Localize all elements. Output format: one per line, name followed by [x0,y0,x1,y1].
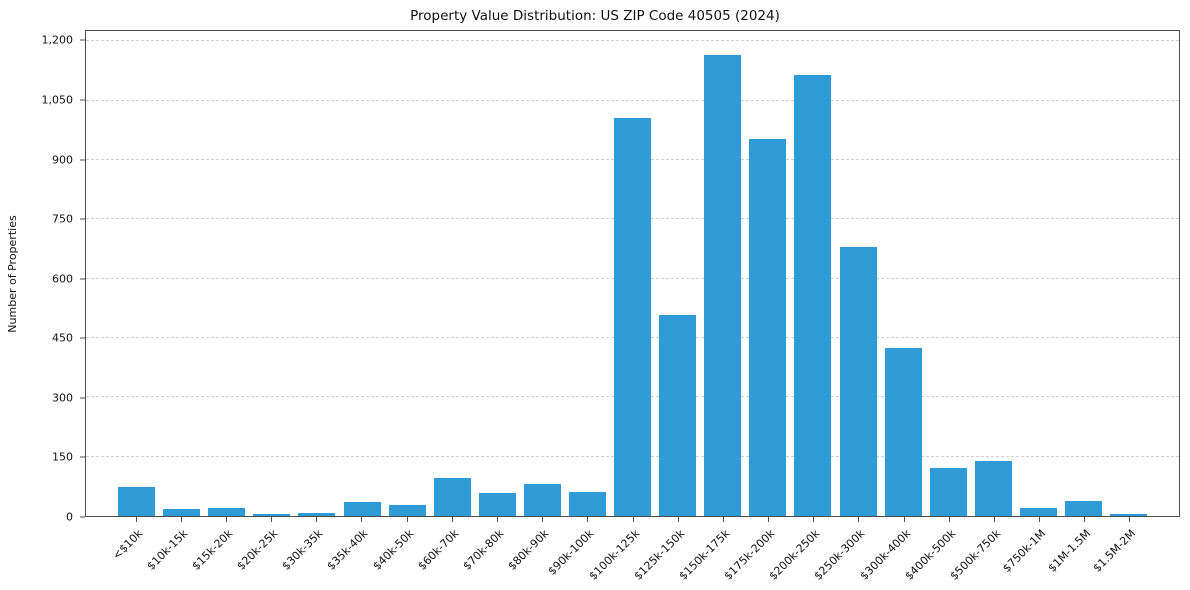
bar-slot [700,31,745,516]
bar-slot [881,31,926,516]
x-tick-mark [813,517,815,522]
bar-$80k-90k [523,483,561,516]
y-tick-label: 600 [52,272,73,286]
bar-slot [159,31,204,516]
y-tick-mark [80,456,85,458]
bar-$125k-150k [659,315,697,516]
bar-$400k-500k [929,468,967,516]
plot-area [85,30,1180,517]
bar-slot [204,31,249,516]
bar-slot [655,31,700,516]
y-tick-label: 900 [52,153,73,166]
x-tick-mark [316,517,318,522]
bar-slot [475,31,520,516]
bar-slot [249,31,294,516]
y-tick-mark [80,218,85,220]
bar-slot [926,31,971,516]
bar-$60k-70k [433,478,471,516]
x-tick-mark [677,517,679,522]
bar-$70k-80k [478,493,516,516]
x-tick-mark [271,517,273,522]
chart-title: Property Value Distribution: US ZIP Code… [410,8,780,24]
bar-slot [430,31,475,516]
x-tick-mark [225,517,227,522]
x-tick-mark [768,517,770,522]
y-tick-mark [80,278,85,280]
y-axis-ticks: 0 150 300 450 600 750 900 1,050 1,200 [0,30,85,524]
bar-slot [1061,31,1106,516]
bar-slot [565,31,610,516]
x-tick-mark [496,517,498,522]
y-tick-mark [80,516,85,518]
bar-$30k-35k [298,512,336,516]
bar-slot [385,31,430,516]
bar-$750k-1M [1019,508,1057,516]
bar-slot [836,31,881,516]
x-tick-mark [722,517,724,522]
y-tick-label: 750 [52,212,73,226]
y-tick-mark [80,159,85,160]
gridline [86,40,1179,42]
bar-slot [339,31,384,516]
y-tick-mark [80,39,85,41]
x-tick-mark [542,517,544,522]
y-tick-label: 1,200 [41,33,74,47]
x-tick-mark [948,517,950,522]
bar-$20k-25k [253,513,291,516]
bar-<$10k [118,487,156,516]
x-tick-mark [406,517,408,522]
bar-slot [1016,31,1061,516]
x-tick-mark [1129,517,1131,522]
bar-slot [520,31,565,516]
y-tick-label: 1,050 [41,93,74,107]
bar-$1.5M-2M [1110,514,1148,516]
x-tick-mark [135,517,137,522]
bar-$100k-125k [614,118,652,516]
bar-slot [790,31,835,516]
y-tick-label: 450 [52,331,73,345]
x-tick-mark [903,517,905,522]
x-tick-mark [858,517,860,522]
x-tick-mark [180,517,182,522]
x-tick-mark [361,517,363,522]
x-axis-ticks: <$10k $10k-15k $15k-20k $20k-25k $30k-35k $35… [85,517,1180,590]
bar-slot [114,31,159,516]
x-tick-mark [1084,517,1086,522]
y-tick-label: 300 [52,391,73,405]
bar-$1M-1.5M [1065,500,1102,516]
bar-slot [294,31,339,516]
bar-$10k-15k [163,508,201,516]
bar-$40k-50k [388,504,426,516]
bars-container [86,31,1179,516]
y-tick-label: 0 [66,510,73,524]
bar-$90k-100k [569,492,606,516]
bar-$500k-750k [974,461,1012,516]
bar-$200k-250k [794,74,832,516]
bar-slot [971,31,1016,516]
bar-$175k-200k [749,138,787,516]
y-tick-mark [80,337,85,339]
bar-$300k-400k [884,347,922,516]
bar-slot [1106,31,1151,516]
x-tick-mark [632,517,634,522]
y-tick-label: 150 [52,450,73,464]
bar-$35k-40k [343,502,381,516]
y-tick-mark [80,397,85,399]
bar-$250k-300k [839,247,877,516]
gridline [86,99,1179,101]
y-tick-mark [80,99,85,101]
x-tick-mark [451,517,453,522]
bar-slot [745,31,790,516]
x-tick-mark [587,517,589,522]
bar-$15k-20k [208,508,246,516]
bar-slot [610,31,655,516]
x-tick-mark [1039,517,1041,522]
bar-$150k-175k [704,54,742,516]
x-tick-mark [993,517,995,522]
